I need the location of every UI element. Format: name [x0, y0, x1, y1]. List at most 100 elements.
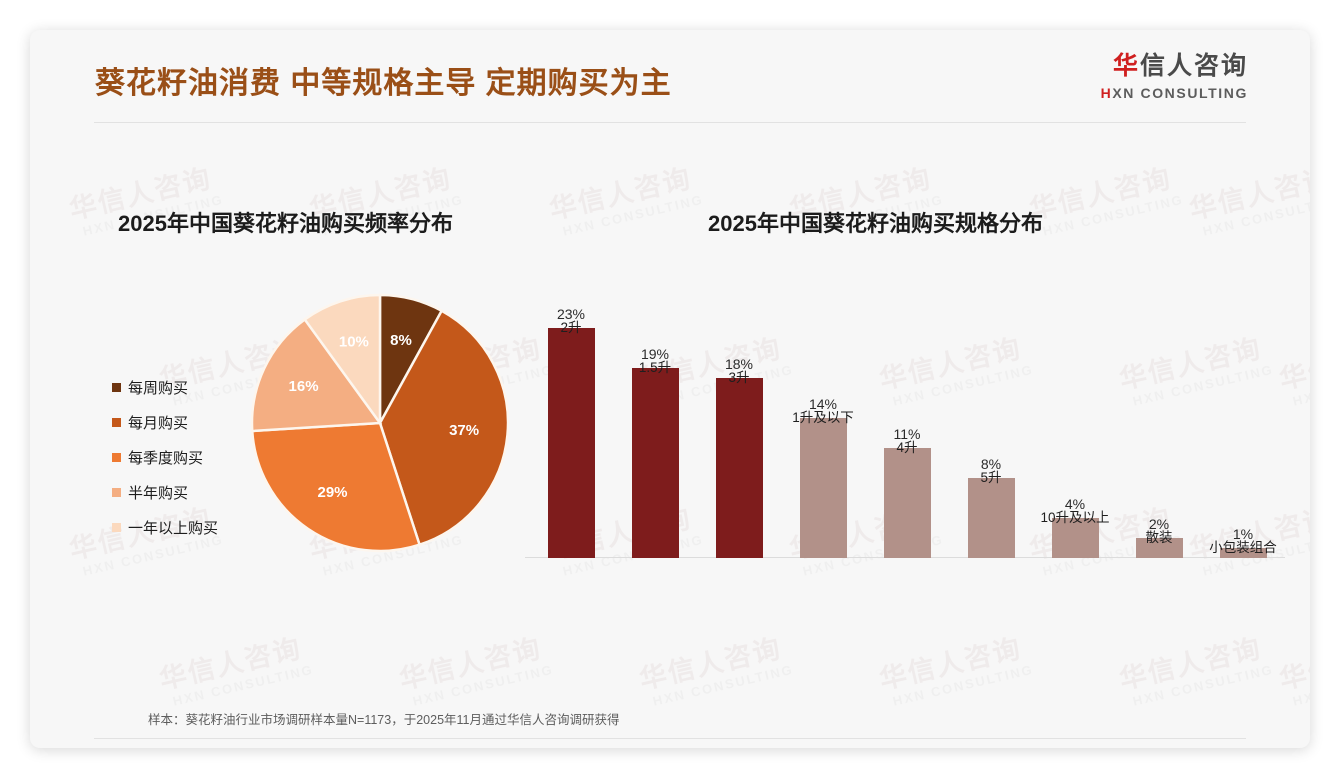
legend-label: 半年购买	[128, 485, 189, 502]
watermark-chinese: 华信人咨询	[636, 633, 785, 695]
bar-rect[interactable]	[1219, 548, 1267, 558]
source-note: 样本：葵花籽油行业市场调研样本量N=1173，于2025年11月通过华信人咨询调…	[148, 713, 620, 727]
bar-value-label: 2%	[1148, 516, 1170, 532]
slide-header: 葵花籽油消费 中等规格主导 定期购买为主 华信人咨询 HXN CONSULTIN…	[30, 30, 1310, 122]
bar-chart-title: 2025年中国葵花籽油购买规格分布	[708, 211, 1043, 236]
bar-value-label: 8%	[980, 456, 1002, 472]
pie-chart-title: 2025年中国葵花籽油购买频率分布	[118, 211, 453, 236]
logo-english-rest: XN CONSULTING	[1112, 84, 1248, 101]
bar-category-label: 1.5升	[638, 360, 672, 375]
bar-chart-panel: 23% 2升 19% 1.5升 18% 3升 14% 1升及以下 11% 4升 8% 5升 4% 10升及…	[525, 278, 1285, 598]
legend-swatch-icon	[112, 418, 121, 427]
watermark-chinese: 华信人咨询	[156, 633, 305, 695]
legend-item[interactable]: 一年以上购买	[112, 510, 218, 545]
bar-rect[interactable]	[631, 368, 679, 558]
bar-rect[interactable]	[799, 418, 847, 558]
legend-label: 每季度购买	[128, 450, 204, 467]
pie-slice[interactable]	[303, 293, 382, 427]
legend-label: 一年以上购买	[128, 520, 219, 537]
slide-card: 华信人咨询 HXN CONSULTING 华信人咨询 HXN CONSULTING 华信…	[30, 30, 1310, 748]
bar-value-label: 14%	[808, 396, 838, 412]
logo-english-accent: H	[1100, 84, 1113, 101]
pie-chart-panel: 每周购买 每月购买 每季度购买 半年购买 一年以上购买 8% 37% 29% 16% 10%	[90, 260, 530, 630]
bar-rect[interactable]	[1051, 518, 1099, 558]
watermark-english: HXN CONSULTING	[1041, 191, 1186, 239]
pie-chart-graphic: 8% 37% 29% 16% 10%	[250, 293, 510, 553]
pie-slice[interactable]	[378, 309, 510, 547]
bar-value-label: 19%	[640, 346, 670, 362]
bar-category-label: 小包装组合	[1209, 540, 1277, 555]
bar-column[interactable]: 14% 1升及以下	[781, 396, 865, 558]
bar-column[interactable]: 19% 1.5升	[613, 346, 697, 558]
legend-label: 每周购买	[128, 380, 189, 397]
pie-legend: 每周购买每月购买每季度购买半年购买一年以上购买	[112, 370, 218, 545]
header-divider	[94, 122, 1246, 123]
bar-rect[interactable]	[547, 328, 595, 558]
bar-column[interactable]: 18% 3升	[697, 356, 781, 558]
watermark-english: HXN CONSULTING	[891, 661, 1036, 709]
bar-value-label: 11%	[893, 426, 921, 442]
legend-swatch-icon	[112, 523, 121, 532]
bar-column[interactable]: 2% 散装	[1117, 516, 1201, 558]
legend-item[interactable]: 每月购买	[112, 405, 218, 440]
logo-chinese-accent: 华	[1112, 52, 1140, 80]
watermark-chinese: 华信人咨询	[1116, 633, 1265, 695]
page-title: 葵花籽油消费 中等规格主导 定期购买为主	[95, 67, 672, 100]
pie-slice-value: 29%	[317, 484, 347, 501]
bar-rect[interactable]	[1135, 538, 1183, 558]
watermark-chinese: 华信人咨询	[876, 633, 1025, 695]
watermark-chinese: 华信人咨询	[396, 633, 545, 695]
watermark-english: HXN CONSULTING	[171, 661, 316, 709]
legend-swatch-icon	[112, 383, 121, 392]
legend-item[interactable]: 半年购买	[112, 475, 218, 510]
watermark-chinese: 华信人咨询	[1276, 633, 1310, 695]
bar-column[interactable]: 1% 小包装组合	[1201, 526, 1285, 558]
logo-chinese: 华信人咨询	[1101, 52, 1248, 81]
watermark-chinese: 华信人咨询	[1186, 163, 1310, 225]
legend-swatch-icon	[112, 488, 121, 497]
legend-label: 每月购买	[128, 415, 189, 432]
bar-rect[interactable]	[715, 378, 763, 558]
bar-category-label: 散装	[1145, 530, 1173, 545]
bar-category-label: 2升	[560, 320, 582, 335]
watermark-english: HXN CONSULTING	[561, 191, 706, 239]
watermark-english: HXN CONSULTING	[1291, 362, 1310, 409]
watermark-english: HXN CONSULTING	[411, 661, 556, 709]
bar-category-label: 5升	[980, 470, 1002, 485]
bar-column[interactable]: 11% 4升	[865, 426, 949, 558]
logo-english: HXN CONSULTING	[1101, 85, 1248, 101]
watermark-english: HXN CONSULTING	[1201, 191, 1310, 239]
bar-rect[interactable]	[967, 478, 1015, 558]
bar-value-label: 4%	[1064, 496, 1086, 512]
pie-slice[interactable]	[250, 317, 383, 433]
pie-slice-value: 37%	[449, 422, 479, 439]
bar-column[interactable]: 8% 5升	[949, 456, 1033, 558]
legend-item[interactable]: 每周购买	[112, 370, 218, 405]
footer-divider	[94, 738, 1246, 739]
bar-rect[interactable]	[883, 448, 931, 558]
bar-column[interactable]: 23% 2升	[529, 306, 613, 558]
legend-swatch-icon	[112, 453, 121, 462]
watermark-chinese: 华信人咨询	[1026, 163, 1175, 225]
bar-category-label: 3升	[728, 370, 750, 385]
watermark-chinese: 华信人咨询	[546, 163, 695, 225]
brand-logo: 华信人咨询 HXN CONSULTING	[1101, 52, 1248, 101]
logo-chinese-rest: 信人咨询	[1139, 52, 1248, 80]
bar-category-label: 4升	[896, 440, 918, 455]
bar-value-label: 23%	[556, 306, 586, 322]
pie-slice-value: 8%	[390, 332, 412, 349]
watermark-english: HXN CONSULTING	[651, 661, 796, 709]
bar-column[interactable]: 4% 10升及以上	[1033, 496, 1117, 558]
legend-item[interactable]: 每季度购买	[112, 440, 218, 475]
pie-slice-value: 16%	[289, 378, 319, 395]
pie-slice[interactable]	[250, 421, 422, 553]
